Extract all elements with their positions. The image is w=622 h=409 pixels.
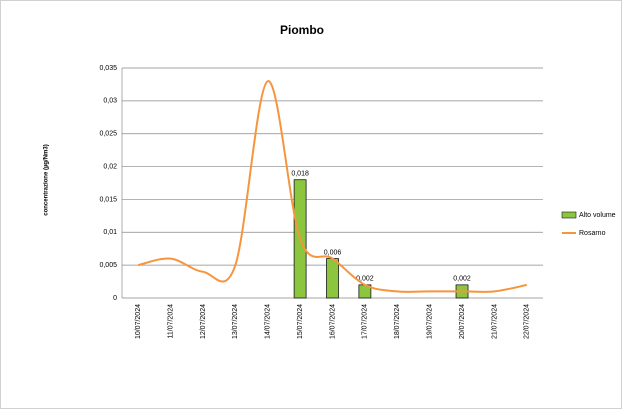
x-tick-label: 19/07/2024 — [426, 304, 433, 339]
chart-title: Piombo — [280, 23, 324, 37]
x-tick-label: 18/07/2024 — [394, 304, 401, 339]
data-label: 0,002 — [356, 276, 374, 283]
y-tick-label: 0,005 — [99, 262, 117, 269]
x-tick-label: 20/07/2024 — [459, 304, 466, 339]
y-tick-label: 0,01 — [103, 229, 117, 236]
legend-label: Alto volume — [579, 212, 616, 219]
x-tick-label: 17/07/2024 — [362, 304, 369, 339]
y-tick-label: 0,015 — [99, 196, 117, 203]
y-tick-label: 0,035 — [99, 65, 117, 72]
x-tick-label: 10/07/2024 — [135, 304, 142, 339]
legend-label: Rosarno — [579, 230, 606, 237]
data-label: 0,018 — [291, 171, 309, 178]
y-tick-label: 0,03 — [103, 98, 117, 105]
x-tick-label: 21/07/2024 — [491, 304, 498, 339]
y-tick-label: 0,02 — [103, 163, 117, 170]
x-tick-label: 15/07/2024 — [297, 304, 304, 339]
x-tick-label: 16/07/2024 — [329, 304, 336, 339]
legend-swatch — [561, 211, 577, 219]
y-tick-label: 0 — [113, 295, 117, 302]
data-label: 0,006 — [324, 249, 342, 256]
x-tick-label: 22/07/2024 — [524, 304, 531, 339]
y-axis-label: concentrazione (µg/Nm3) — [44, 144, 50, 215]
x-tick-label: 12/07/2024 — [200, 304, 207, 339]
line — [137, 80, 528, 293]
x-tick-label: 13/07/2024 — [232, 304, 239, 339]
x-tick-label: 11/07/2024 — [167, 304, 174, 339]
data-label: 0,002 — [453, 276, 471, 283]
y-tick-label: 0,025 — [99, 131, 117, 138]
bar — [326, 258, 339, 299]
x-tick-label: 14/07/2024 — [265, 304, 272, 339]
